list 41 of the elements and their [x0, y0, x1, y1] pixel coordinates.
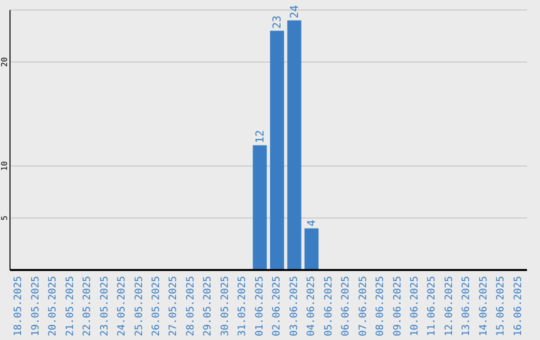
- x-tick-label: 12.06.2025: [444, 276, 455, 336]
- bar: [304, 228, 319, 270]
- x-tick-label: 20.05.2025: [48, 276, 59, 336]
- x-tick-label: 04.06.2025: [306, 276, 318, 336]
- x-tick-label: 16.06.2025: [512, 276, 524, 336]
- x-tick-label: 11.06.2025: [426, 276, 438, 336]
- x-tick-label: 31.05.2025: [237, 276, 248, 336]
- x-tick-label: 05.06.2025: [323, 276, 334, 336]
- x-tick-label: 30.05.2025: [220, 276, 231, 336]
- bar: [287, 20, 302, 270]
- y-tick-label: 20: [0, 57, 9, 67]
- x-tick-label: 03.06.2025: [288, 276, 300, 336]
- x-tick-label: 07.06.2025: [358, 276, 369, 336]
- x-tick-label: 13.06.2025: [461, 276, 472, 336]
- x-tick-label: 26.05.2025: [150, 276, 162, 336]
- x-tick-label: 28.05.2025: [185, 276, 196, 336]
- x-tick-label: 06.06.2025: [340, 276, 352, 336]
- x-tick-label: 15.06.2025: [496, 276, 507, 336]
- x-tick-label: 08.06.2025: [375, 276, 386, 336]
- x-tick-label: 25.05.2025: [134, 276, 145, 336]
- x-tick-label: 22.05.2025: [82, 276, 94, 336]
- x-tick-label: 27.05.2025: [168, 276, 180, 336]
- x-tick-label: 29.05.2025: [202, 276, 214, 336]
- x-tick-label: 01.06.2025: [254, 276, 266, 336]
- x-tick-label: 18.05.2025: [13, 276, 24, 336]
- y-tick-label: 10: [0, 161, 9, 171]
- data-label: 12: [253, 130, 266, 144]
- x-tick-label: 23.05.2025: [99, 276, 110, 336]
- bar: [252, 145, 267, 270]
- bar: [270, 30, 284, 270]
- x-tick-label: 10.06.2025: [409, 276, 420, 336]
- x-tick-label: 02.06.2025: [272, 276, 283, 336]
- x-tick-label: 14.06.2025: [478, 276, 490, 336]
- x-tick-label: 19.05.2025: [30, 276, 42, 336]
- x-tick-label: 21.05.2025: [64, 276, 76, 336]
- data-label: 23: [270, 16, 284, 29]
- x-tick-label: 24.05.2025: [116, 276, 128, 336]
- data-label: 4: [305, 219, 318, 226]
- x-tick-label: 09.06.2025: [392, 276, 404, 336]
- data-label: 24: [288, 4, 301, 18]
- y-tick-label: 5: [0, 215, 9, 220]
